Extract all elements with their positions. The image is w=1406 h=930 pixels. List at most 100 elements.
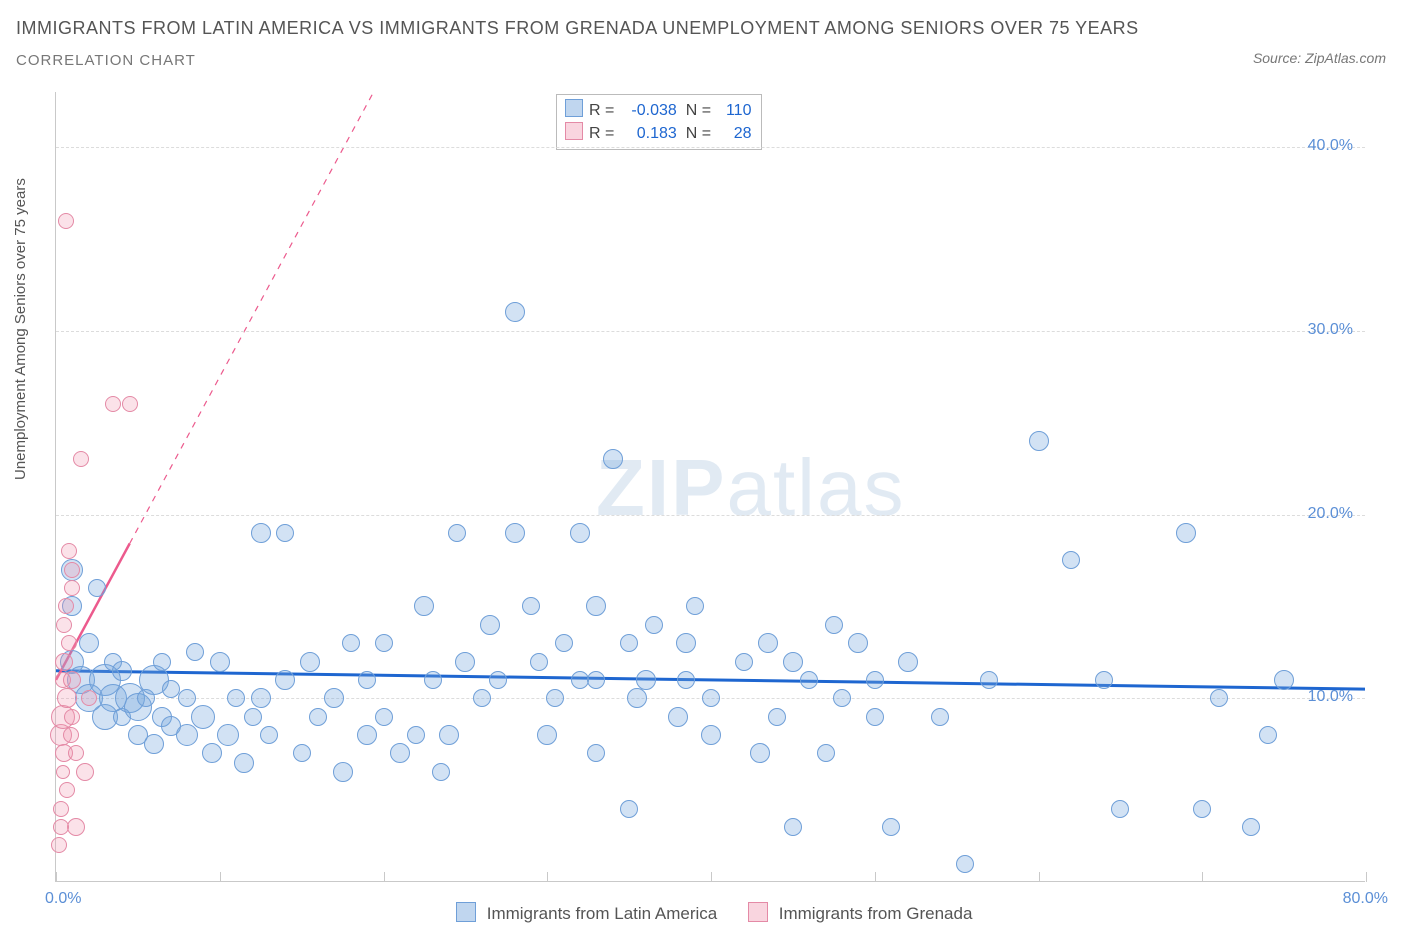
scatter-point xyxy=(407,726,425,744)
scatter-point xyxy=(176,724,198,746)
scatter-point xyxy=(1193,800,1211,818)
scatter-point xyxy=(758,633,778,653)
scatter-point xyxy=(473,689,491,707)
x-tick xyxy=(1039,872,1040,882)
watermark: ZIPatlas xyxy=(596,442,905,534)
scatter-point xyxy=(571,671,589,689)
scatter-point xyxy=(620,800,638,818)
scatter-point xyxy=(217,724,239,746)
gridline xyxy=(56,515,1365,516)
scatter-point xyxy=(980,671,998,689)
scatter-point xyxy=(537,725,557,745)
scatter-point xyxy=(276,524,294,542)
scatter-point xyxy=(570,523,590,543)
legend-label-1: Immigrants from Latin America xyxy=(487,904,718,923)
scatter-point xyxy=(251,523,271,543)
scatter-point xyxy=(56,617,72,633)
scatter-point xyxy=(55,653,73,671)
legend-label-2: Immigrants from Grenada xyxy=(779,904,973,923)
scatter-point xyxy=(701,725,721,745)
scatter-point xyxy=(57,688,77,708)
scatter-point xyxy=(81,690,97,706)
scatter-point xyxy=(210,652,230,672)
scatter-point xyxy=(750,743,770,763)
scatter-point xyxy=(67,818,85,836)
scatter-point xyxy=(300,652,320,672)
y-tick-label: 10.0% xyxy=(1308,688,1353,706)
scatter-point xyxy=(768,708,786,726)
scatter-point xyxy=(882,818,900,836)
scatter-point xyxy=(64,562,80,578)
scatter-point xyxy=(587,671,605,689)
scatter-point xyxy=(105,396,121,412)
scatter-point xyxy=(293,744,311,762)
scatter-plot-area: ZIPatlas R = -0.038 N = 110R = 0.183 N =… xyxy=(55,92,1365,882)
scatter-point xyxy=(586,596,606,616)
scatter-point xyxy=(53,819,69,835)
scatter-point xyxy=(455,652,475,672)
scatter-point xyxy=(63,727,79,743)
scatter-point xyxy=(58,213,74,229)
x-tick xyxy=(56,872,57,882)
scatter-point xyxy=(783,652,803,672)
scatter-point xyxy=(59,782,75,798)
scatter-point xyxy=(480,615,500,635)
x-tick xyxy=(1202,872,1203,882)
scatter-point xyxy=(677,671,695,689)
gridline xyxy=(56,147,1365,148)
trendline xyxy=(56,671,1365,689)
x-tick-80: 80.0% xyxy=(1343,890,1388,908)
scatter-point xyxy=(676,633,696,653)
scatter-point xyxy=(191,705,215,729)
scatter-point xyxy=(88,579,106,597)
x-tick-0: 0.0% xyxy=(45,890,81,908)
scatter-point xyxy=(956,855,974,873)
scatter-point xyxy=(439,725,459,745)
scatter-point xyxy=(234,753,254,773)
scatter-point xyxy=(522,597,540,615)
scatter-point xyxy=(178,689,196,707)
scatter-point xyxy=(342,634,360,652)
scatter-point xyxy=(833,689,851,707)
scatter-point xyxy=(1274,670,1294,690)
scatter-point xyxy=(61,543,77,559)
scatter-point xyxy=(555,634,573,652)
scatter-point xyxy=(603,449,623,469)
scatter-point xyxy=(866,708,884,726)
scatter-point xyxy=(375,634,393,652)
y-tick-label: 20.0% xyxy=(1308,505,1353,523)
x-tick xyxy=(875,872,876,882)
scatter-point xyxy=(848,633,868,653)
scatter-point xyxy=(489,671,507,689)
scatter-point xyxy=(153,653,171,671)
scatter-point xyxy=(505,302,525,322)
scatter-point xyxy=(448,524,466,542)
x-tick xyxy=(220,872,221,882)
scatter-point xyxy=(800,671,818,689)
scatter-point xyxy=(79,633,99,653)
scatter-point xyxy=(866,671,884,689)
scatter-point xyxy=(251,688,271,708)
scatter-point xyxy=(1111,800,1129,818)
scatter-point xyxy=(1176,523,1196,543)
scatter-point xyxy=(390,743,410,763)
scatter-point xyxy=(375,708,393,726)
scatter-point xyxy=(627,688,647,708)
scatter-point xyxy=(1259,726,1277,744)
scatter-point xyxy=(275,670,295,690)
scatter-point xyxy=(931,708,949,726)
scatter-point xyxy=(122,396,138,412)
scatter-point xyxy=(357,725,377,745)
scatter-point xyxy=(53,801,69,817)
scatter-point xyxy=(530,653,548,671)
scatter-point xyxy=(56,765,70,779)
chart-title: IMMIGRANTS FROM LATIN AMERICA VS IMMIGRA… xyxy=(16,18,1139,39)
scatter-point xyxy=(686,597,704,615)
scatter-point xyxy=(1210,689,1228,707)
scatter-point xyxy=(636,670,656,690)
scatter-point xyxy=(112,661,132,681)
scatter-point xyxy=(73,451,89,467)
x-tick xyxy=(711,872,712,882)
scatter-point xyxy=(1242,818,1260,836)
scatter-point xyxy=(144,734,164,754)
